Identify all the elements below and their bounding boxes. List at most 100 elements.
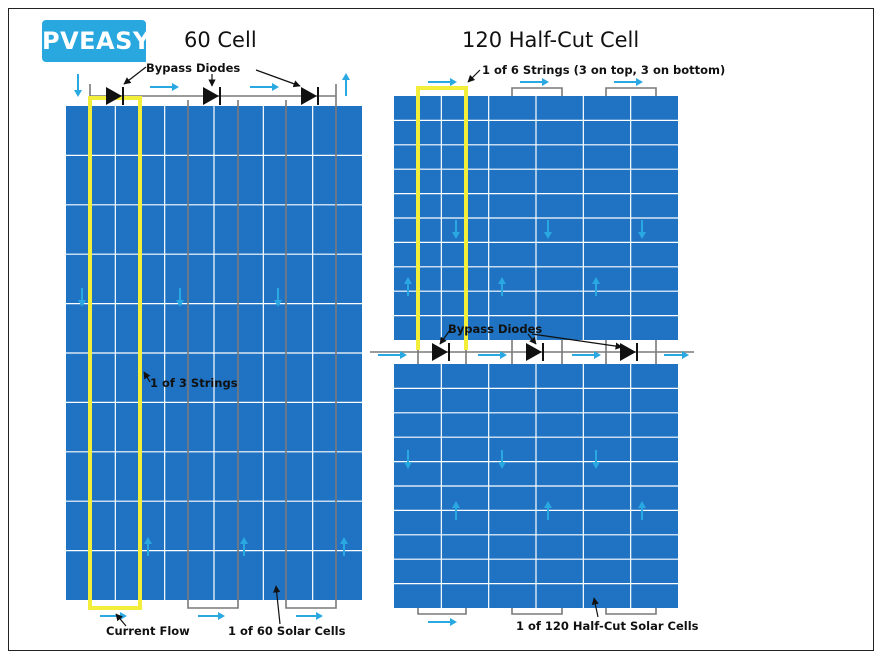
annotation-pointer xyxy=(531,333,623,350)
diagram-frame xyxy=(8,8,874,651)
flow-arrow-head xyxy=(638,501,646,508)
flow-arrow-down xyxy=(176,288,184,307)
flow-arrow-head xyxy=(544,232,552,239)
panel-title-120-half-cut: 120 Half-Cut Cell xyxy=(462,28,640,52)
flow-arrow-down xyxy=(404,450,412,469)
flow-arrow-head xyxy=(542,78,549,86)
flow-arrow-down xyxy=(274,288,282,307)
flow-arrow-head xyxy=(638,232,646,239)
annotation-pointer xyxy=(115,613,127,627)
diode-triangle xyxy=(432,343,448,361)
flow-arrow-right xyxy=(520,78,549,86)
flow-arrow-right xyxy=(100,612,127,620)
highlighted-string-120 xyxy=(416,86,468,350)
flow-arrow-right xyxy=(198,612,225,620)
flow-arrow-down xyxy=(74,74,82,97)
annotation-pointer xyxy=(467,69,481,83)
flow-arrow-head xyxy=(120,612,127,620)
flow-arrow-right xyxy=(150,83,179,91)
one-of-6-strings-label: 1 of 6 Strings (3 on top, 3 on bottom) xyxy=(482,63,726,77)
bypass-diode xyxy=(203,87,221,105)
flow-arrow-up xyxy=(240,537,248,556)
diode-triangle xyxy=(620,343,636,361)
string-loop-wire xyxy=(511,87,563,96)
diode-triangle xyxy=(106,87,122,105)
flow-arrow-right xyxy=(614,78,643,86)
flow-arrow-right xyxy=(572,351,601,359)
annotation-pointer xyxy=(273,585,281,625)
flow-arrow-right xyxy=(428,618,457,626)
bypass-diode xyxy=(106,87,124,105)
flow-arrow-head xyxy=(274,300,282,307)
flow-arrow-down xyxy=(78,288,86,307)
bypass-diode xyxy=(526,343,544,361)
string-loop-wire xyxy=(187,100,239,609)
flow-arrow-head xyxy=(404,462,412,469)
flow-arrow-head xyxy=(452,501,460,508)
flow-arrow-head xyxy=(272,83,279,91)
flow-arrow-head xyxy=(176,300,184,307)
flow-arrow-up xyxy=(452,501,460,520)
string-loop-wire xyxy=(605,87,657,96)
flow-arrow-head xyxy=(498,462,506,469)
bypass-diodes-label-left: Bypass Diodes xyxy=(146,61,241,75)
flow-arrow-down xyxy=(638,220,646,239)
flow-arrow-head xyxy=(450,78,457,86)
string-loop-wire xyxy=(285,100,337,609)
string-loop-wire xyxy=(605,608,657,615)
flow-arrow-head xyxy=(172,83,179,91)
flow-arrow-head xyxy=(74,90,82,97)
flow-arrow-down xyxy=(544,220,552,239)
flow-arrow-up xyxy=(342,73,350,96)
flow-arrow-head xyxy=(342,73,350,80)
flow-arrow-head xyxy=(592,277,600,284)
panel-120-bottom-half xyxy=(394,364,678,608)
panel-title-60-cell: 60 Cell xyxy=(184,28,257,52)
flow-arrow-head xyxy=(498,277,506,284)
flow-arrow-up xyxy=(498,277,506,296)
flow-arrow-right xyxy=(664,351,689,359)
flow-arrow-head xyxy=(636,78,643,86)
panel-120-top-half xyxy=(394,96,678,340)
flow-arrow-right xyxy=(296,612,323,620)
diode-triangle xyxy=(526,343,542,361)
one-of-120-cells-label: 1 of 120 Half-Cut Solar Cells xyxy=(516,619,699,633)
flow-arrow-down xyxy=(452,220,460,239)
flow-arrow-head xyxy=(594,351,601,359)
flow-arrow-head xyxy=(340,537,348,544)
flow-arrow-head xyxy=(500,351,507,359)
flow-arrow-head xyxy=(78,300,86,307)
flow-arrow-up xyxy=(144,537,152,556)
flow-arrow-right xyxy=(378,351,407,359)
flow-arrow-head xyxy=(144,537,152,544)
flow-arrow-down xyxy=(498,450,506,469)
flow-arrow-head xyxy=(218,612,225,620)
annotation-pointer xyxy=(439,329,451,345)
annotation-pointer xyxy=(123,66,147,85)
flow-arrow-up xyxy=(340,537,348,556)
one-of-60-cells-label: 1 of 60 Solar Cells xyxy=(228,624,346,638)
flow-arrow-right xyxy=(250,83,279,91)
pveasy-logo: PVEASY. xyxy=(42,20,156,62)
annotation-pointer xyxy=(591,597,599,618)
bypass-diode xyxy=(432,343,450,361)
flow-arrow-head xyxy=(682,351,689,359)
panel-60-cell xyxy=(66,106,362,600)
flow-arrow-head xyxy=(400,351,407,359)
flow-arrow-head xyxy=(452,232,460,239)
flow-arrow-head xyxy=(544,501,552,508)
annotation-pointer xyxy=(527,333,537,345)
bypass-diode xyxy=(301,87,319,105)
bypass-diodes-label-right: Bypass Diodes xyxy=(448,322,543,336)
flow-arrow-up xyxy=(544,501,552,520)
flow-arrow-head xyxy=(240,537,248,544)
flow-arrow-head xyxy=(592,462,600,469)
diode-triangle xyxy=(203,87,219,105)
flow-arrow-head xyxy=(404,277,412,284)
annotation-pointer xyxy=(143,371,151,383)
string-loop-wire xyxy=(417,608,467,615)
flow-arrow-up xyxy=(592,277,600,296)
flow-arrow-head xyxy=(450,618,457,626)
flow-arrow-right xyxy=(428,78,457,86)
